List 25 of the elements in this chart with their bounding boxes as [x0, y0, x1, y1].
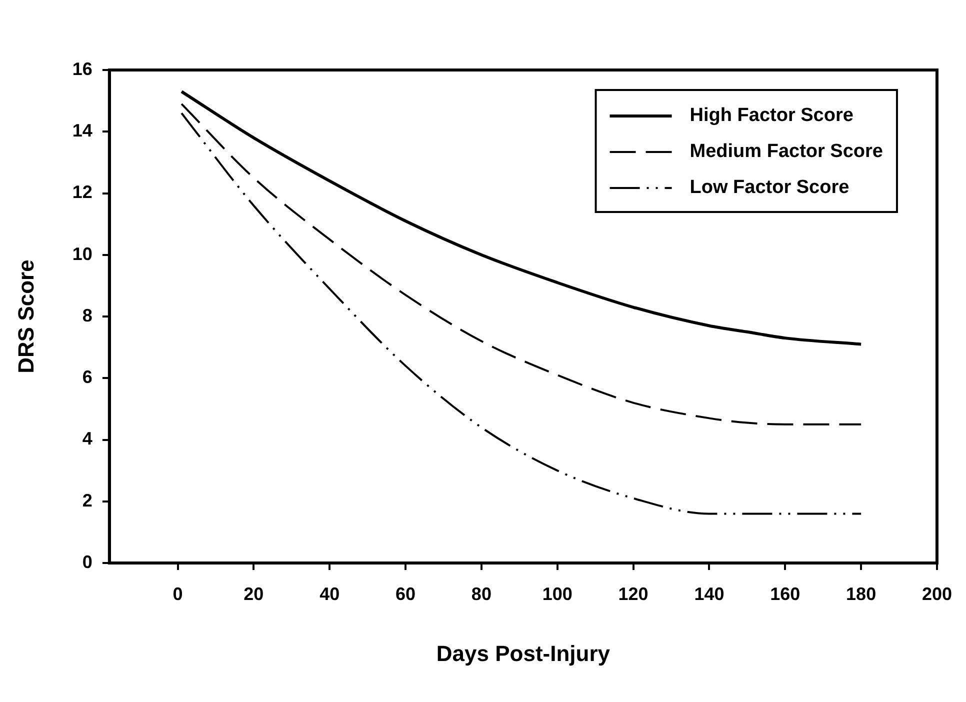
x-tick-label: 180 [846, 584, 876, 604]
y-axis-title: DRS Score [13, 260, 38, 374]
y-tick-label: 2 [82, 490, 92, 510]
x-tick-label: 140 [694, 584, 724, 604]
x-tick-label: 200 [922, 584, 952, 604]
y-tick-label: 0 [82, 552, 92, 572]
x-tick-label: 120 [618, 584, 648, 604]
y-tick-label: 14 [72, 120, 92, 141]
y-tick-label: 16 [72, 58, 92, 79]
x-axis-title: Days Post-Injury [436, 640, 611, 666]
x-tick-label: 0 [172, 584, 183, 604]
x-tick-label: 80 [471, 584, 492, 604]
x-tick-label: 100 [542, 584, 572, 604]
legend-label: High Factor Score [690, 105, 854, 126]
x-tick-label: 60 [396, 584, 416, 604]
x-tick-label: 40 [320, 584, 340, 604]
x-tick-label: 160 [770, 584, 800, 604]
legend-label: Medium Factor Score [690, 141, 883, 162]
x-tick-label: 20 [244, 584, 264, 604]
legend-label: Low Factor Score [690, 177, 850, 198]
y-tick-label: 10 [72, 244, 92, 264]
y-tick-label: 4 [82, 428, 92, 449]
y-tick-label: 12 [72, 182, 92, 202]
y-tick-label: 6 [82, 367, 92, 388]
y-tick-label: 8 [82, 305, 92, 326]
